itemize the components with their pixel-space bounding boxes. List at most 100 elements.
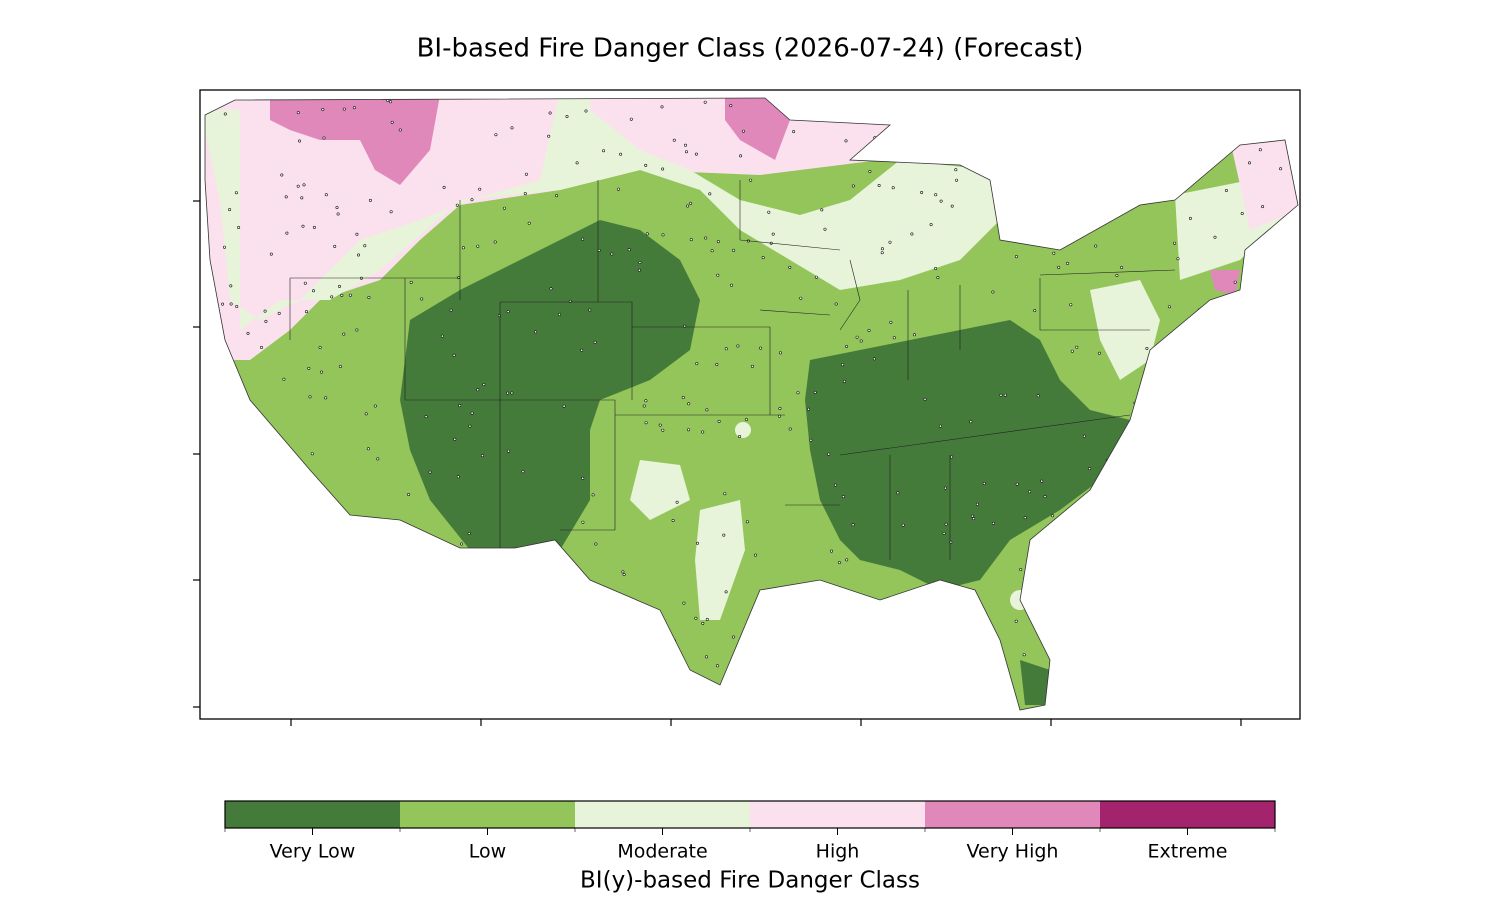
station-dot xyxy=(1042,540,1046,544)
station-dot xyxy=(238,463,242,467)
station-dot xyxy=(999,393,1003,397)
station-dot xyxy=(1247,463,1251,467)
danger-region xyxy=(725,98,790,160)
station-dot xyxy=(978,621,982,625)
station-dot xyxy=(939,656,943,660)
station-dot xyxy=(710,249,714,253)
station-dot xyxy=(440,334,444,338)
station-dot xyxy=(936,275,940,279)
station-dot xyxy=(376,457,380,461)
station-dot xyxy=(788,596,792,600)
station-dot xyxy=(314,537,318,541)
station-dot xyxy=(366,447,370,451)
station-dot xyxy=(356,253,360,257)
station-dot xyxy=(841,363,845,367)
station-dot xyxy=(526,697,530,701)
station-dot xyxy=(259,345,263,349)
station-dot xyxy=(240,458,244,462)
station-dot xyxy=(581,237,585,241)
station-dot xyxy=(297,139,301,143)
station-dot xyxy=(750,364,754,368)
map-area xyxy=(205,98,1298,710)
station-dot xyxy=(364,412,368,416)
station-dot xyxy=(845,344,849,348)
station-dot xyxy=(753,553,757,557)
station-dot xyxy=(294,654,298,658)
station-dot xyxy=(644,163,648,167)
station-dot xyxy=(1068,513,1072,517)
station-dot xyxy=(548,111,552,115)
station-dot xyxy=(1187,512,1191,516)
station-dot xyxy=(788,265,792,269)
station-dot xyxy=(1170,501,1174,505)
station-dot xyxy=(456,475,460,479)
station-dot xyxy=(296,111,300,115)
station-dot xyxy=(343,574,347,578)
station-dot xyxy=(1043,564,1047,568)
station-dot xyxy=(588,308,592,312)
station-dot xyxy=(1234,99,1238,103)
station-dot xyxy=(882,150,886,154)
station-dot xyxy=(336,212,340,216)
station-dot xyxy=(348,293,352,297)
station-dot xyxy=(1265,318,1269,322)
station-dot xyxy=(1088,467,1092,471)
station-dot xyxy=(273,543,277,547)
station-dot xyxy=(392,576,396,580)
station-dot xyxy=(593,340,597,344)
station-dot xyxy=(1074,556,1078,560)
station-dot xyxy=(461,246,465,250)
station-dot xyxy=(645,232,649,236)
station-dot xyxy=(999,194,1003,198)
station-dot xyxy=(970,514,974,518)
station-dot xyxy=(453,437,457,441)
station-dot xyxy=(506,656,510,660)
station-dot xyxy=(892,336,896,340)
station-dot xyxy=(1159,526,1163,530)
station-dot xyxy=(629,117,633,121)
station-dot xyxy=(1061,523,1065,527)
station-dot xyxy=(1003,393,1007,397)
station-dot xyxy=(277,311,281,315)
station-dot xyxy=(744,417,748,421)
station-dot xyxy=(741,129,745,133)
station-dot xyxy=(1110,546,1114,550)
station-dot xyxy=(424,415,428,419)
station-dot xyxy=(284,195,288,199)
station-dot xyxy=(934,193,938,197)
station-dot xyxy=(565,115,569,119)
station-dot xyxy=(1265,101,1269,105)
station-dot xyxy=(829,549,833,553)
station-dot xyxy=(452,353,456,357)
station-dot xyxy=(575,161,579,165)
station-dot xyxy=(703,100,707,104)
station-dot xyxy=(458,404,462,408)
station-dot xyxy=(335,206,339,210)
station-dot xyxy=(1105,205,1109,209)
station-dot xyxy=(1263,688,1267,692)
station-dot xyxy=(318,345,322,349)
station-dot xyxy=(409,611,413,615)
station-dot xyxy=(701,621,705,625)
station-dot xyxy=(889,320,893,324)
colorbar-tick-label: High xyxy=(816,841,860,863)
station-dot xyxy=(319,370,323,374)
station-dot xyxy=(931,100,935,104)
station-dot xyxy=(308,395,312,399)
station-dot xyxy=(216,505,220,509)
station-dot xyxy=(324,396,328,400)
station-dot xyxy=(425,660,429,664)
station-dot xyxy=(1033,309,1037,313)
station-dot xyxy=(778,351,782,355)
danger-region xyxy=(1230,140,1298,230)
station-dot xyxy=(918,144,922,148)
station-dot xyxy=(1023,516,1027,520)
danger-region xyxy=(695,500,745,620)
station-dot xyxy=(806,407,810,411)
station-dot xyxy=(1191,417,1195,421)
station-dot xyxy=(1070,349,1074,353)
station-dot xyxy=(991,290,995,294)
station-dot xyxy=(586,626,590,630)
station-dot xyxy=(722,533,726,537)
